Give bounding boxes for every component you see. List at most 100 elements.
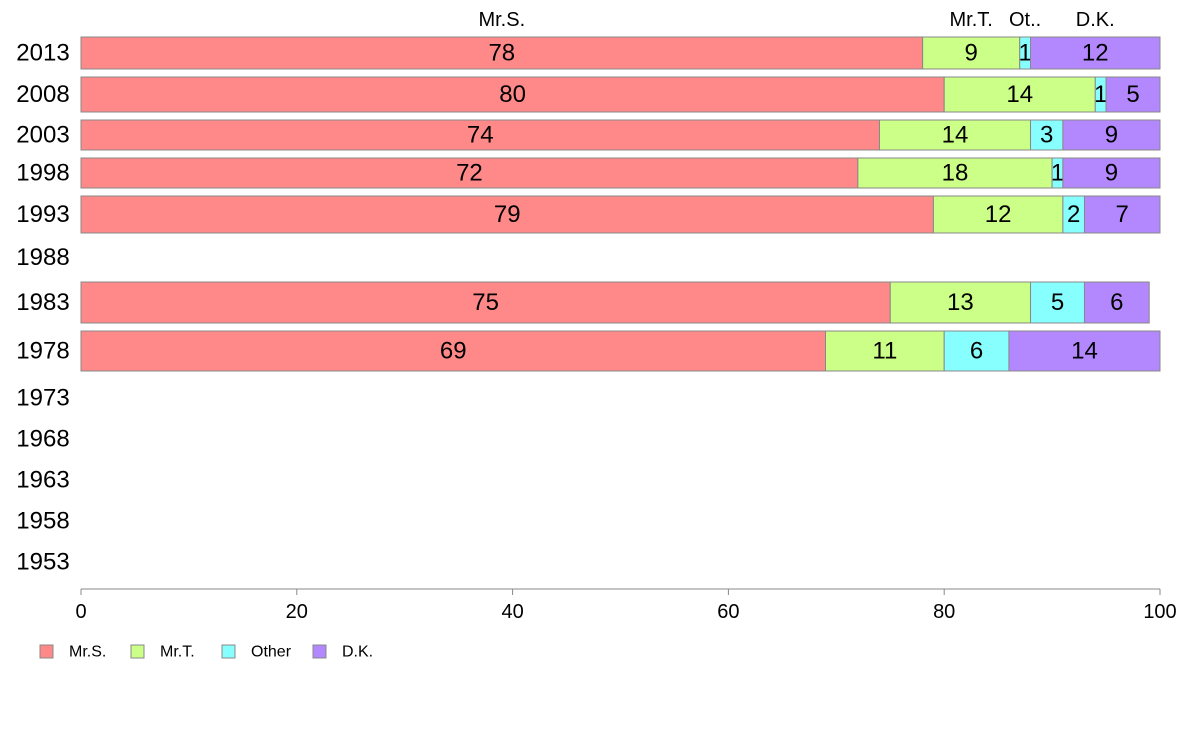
top-label-0: Mr.S. [478, 9, 525, 31]
row-2003: 2003 74 14 3 9 [16, 119, 1161, 151]
segment-value-label: 14 [942, 122, 969, 149]
bar-segment [1008, 330, 1161, 372]
bar-segment [825, 330, 945, 372]
row-label: 1988 [16, 244, 69, 271]
row-label: 1983 [16, 289, 69, 316]
segment-value-label: 1 [1051, 160, 1064, 187]
row-1983: 1983 75 13 5 6 [16, 281, 1150, 324]
segment-value-label: 12 [1082, 40, 1109, 67]
row-label: 1963 [16, 467, 69, 494]
bar-segment [932, 195, 1064, 234]
bar-segment [857, 157, 1053, 189]
row-label: 2008 [16, 81, 69, 108]
segment-value-label: 5 [1051, 289, 1064, 316]
row-label: 1978 [16, 338, 69, 365]
legend-label: Mr.T. [160, 644, 195, 661]
segment-value-label: 5 [1126, 81, 1139, 108]
bar-segment [80, 157, 859, 189]
row-label: 2013 [16, 40, 69, 67]
legend-item-1: Mr.T. [130, 644, 195, 661]
bar-segment [922, 36, 1021, 70]
bar-segment [889, 281, 1032, 324]
segment-value-label: 14 [1006, 81, 1033, 108]
row-label: 1973 [16, 385, 69, 412]
segment-value-label: 9 [964, 40, 977, 67]
segment-value-label: 1 [1018, 40, 1031, 67]
row-label: 2003 [16, 122, 69, 149]
bar-segment [1083, 281, 1150, 324]
legend-item-2: Other [221, 644, 292, 661]
legend-swatch [221, 644, 236, 659]
bar-segment [80, 330, 827, 372]
bar-segment [80, 119, 880, 151]
row-1953: 1953 [16, 549, 69, 576]
legend-swatch [39, 644, 54, 659]
bar-segment [1083, 195, 1161, 234]
x-tick-label: 100 [1143, 601, 1176, 623]
x-tick-label: 40 [501, 601, 523, 623]
bar-segment [943, 330, 1010, 372]
top-label-1: Mr.T. [950, 9, 993, 31]
bar-segment [878, 119, 1032, 151]
segment-value-label: 78 [488, 40, 515, 67]
segment-value-label: 9 [1105, 122, 1118, 149]
segment-value-label: 18 [942, 160, 969, 187]
segment-value-label: 7 [1116, 201, 1129, 228]
legend-label: D.K. [342, 644, 373, 661]
row-label: 1968 [16, 426, 69, 453]
segment-value-label: 11 [872, 338, 897, 365]
bar-segment [1030, 281, 1085, 324]
x-axis: 0 20 40 60 80 100 [75, 588, 1177, 623]
segment-value-label: 6 [970, 338, 983, 365]
row-label: 1953 [16, 549, 69, 576]
x-tick-label: 20 [286, 601, 308, 623]
segment-value-label: 69 [440, 338, 467, 365]
bar-segment [1030, 36, 1161, 70]
row-1968: 1968 [16, 426, 69, 453]
row-1998: 1998 72 18 1 9 [16, 157, 1161, 189]
x-tick-label: 60 [717, 601, 739, 623]
legend-item-3: D.K. [312, 644, 373, 661]
segment-value-label: 72 [456, 160, 483, 187]
bar-segment [1062, 119, 1161, 151]
row-1988: 1988 [16, 244, 69, 271]
row-label: 1993 [16, 201, 69, 228]
row-2008: 2008 80 14 1 5 [16, 76, 1161, 113]
top-series-labels: Mr.S. Mr.T. Ot.. D.K. [478, 9, 1114, 31]
x-tick-label: 80 [933, 601, 955, 623]
legend-swatch [130, 644, 145, 659]
bar-segment [1105, 76, 1161, 113]
row-2013: 2013 78 9 1 12 [16, 36, 1161, 70]
row-1973: 1973 [16, 385, 69, 412]
legend-label: Other [251, 644, 292, 661]
segment-value-label: 14 [1071, 338, 1098, 365]
segment-value-label: 2 [1067, 201, 1080, 228]
segment-value-label: 79 [494, 201, 521, 228]
segment-value-label: 3 [1040, 122, 1053, 149]
segment-value-label: 12 [985, 201, 1012, 228]
legend-item-0: Mr.S. [39, 644, 106, 661]
row-1993: 1993 79 12 2 7 [16, 195, 1161, 234]
row-1958: 1958 [16, 508, 69, 535]
segment-value-label: 1 [1094, 81, 1107, 108]
bar-segment [80, 281, 891, 324]
segment-value-label: 74 [467, 122, 494, 149]
row-label: 1998 [16, 160, 69, 187]
segment-value-label: 80 [499, 81, 526, 108]
segment-value-label: 6 [1110, 289, 1123, 316]
bar-segment [80, 36, 924, 70]
legend-label: Mr.S. [69, 644, 106, 661]
bar-segment [1030, 119, 1064, 151]
bar-segment [943, 76, 1096, 113]
top-label-3: D.K. [1076, 9, 1115, 31]
row-1978: 1978 69 11 6 14 [16, 330, 1161, 372]
top-label-2: Ot.. [1009, 9, 1041, 31]
segment-value-label: 9 [1105, 160, 1118, 187]
legend: Mr.S. Mr.T. Other D.K. [39, 644, 373, 661]
row-1963: 1963 [16, 467, 69, 494]
segment-value-label: 75 [472, 289, 499, 316]
segment-value-label: 13 [947, 289, 974, 316]
bar-segment [1062, 157, 1161, 189]
